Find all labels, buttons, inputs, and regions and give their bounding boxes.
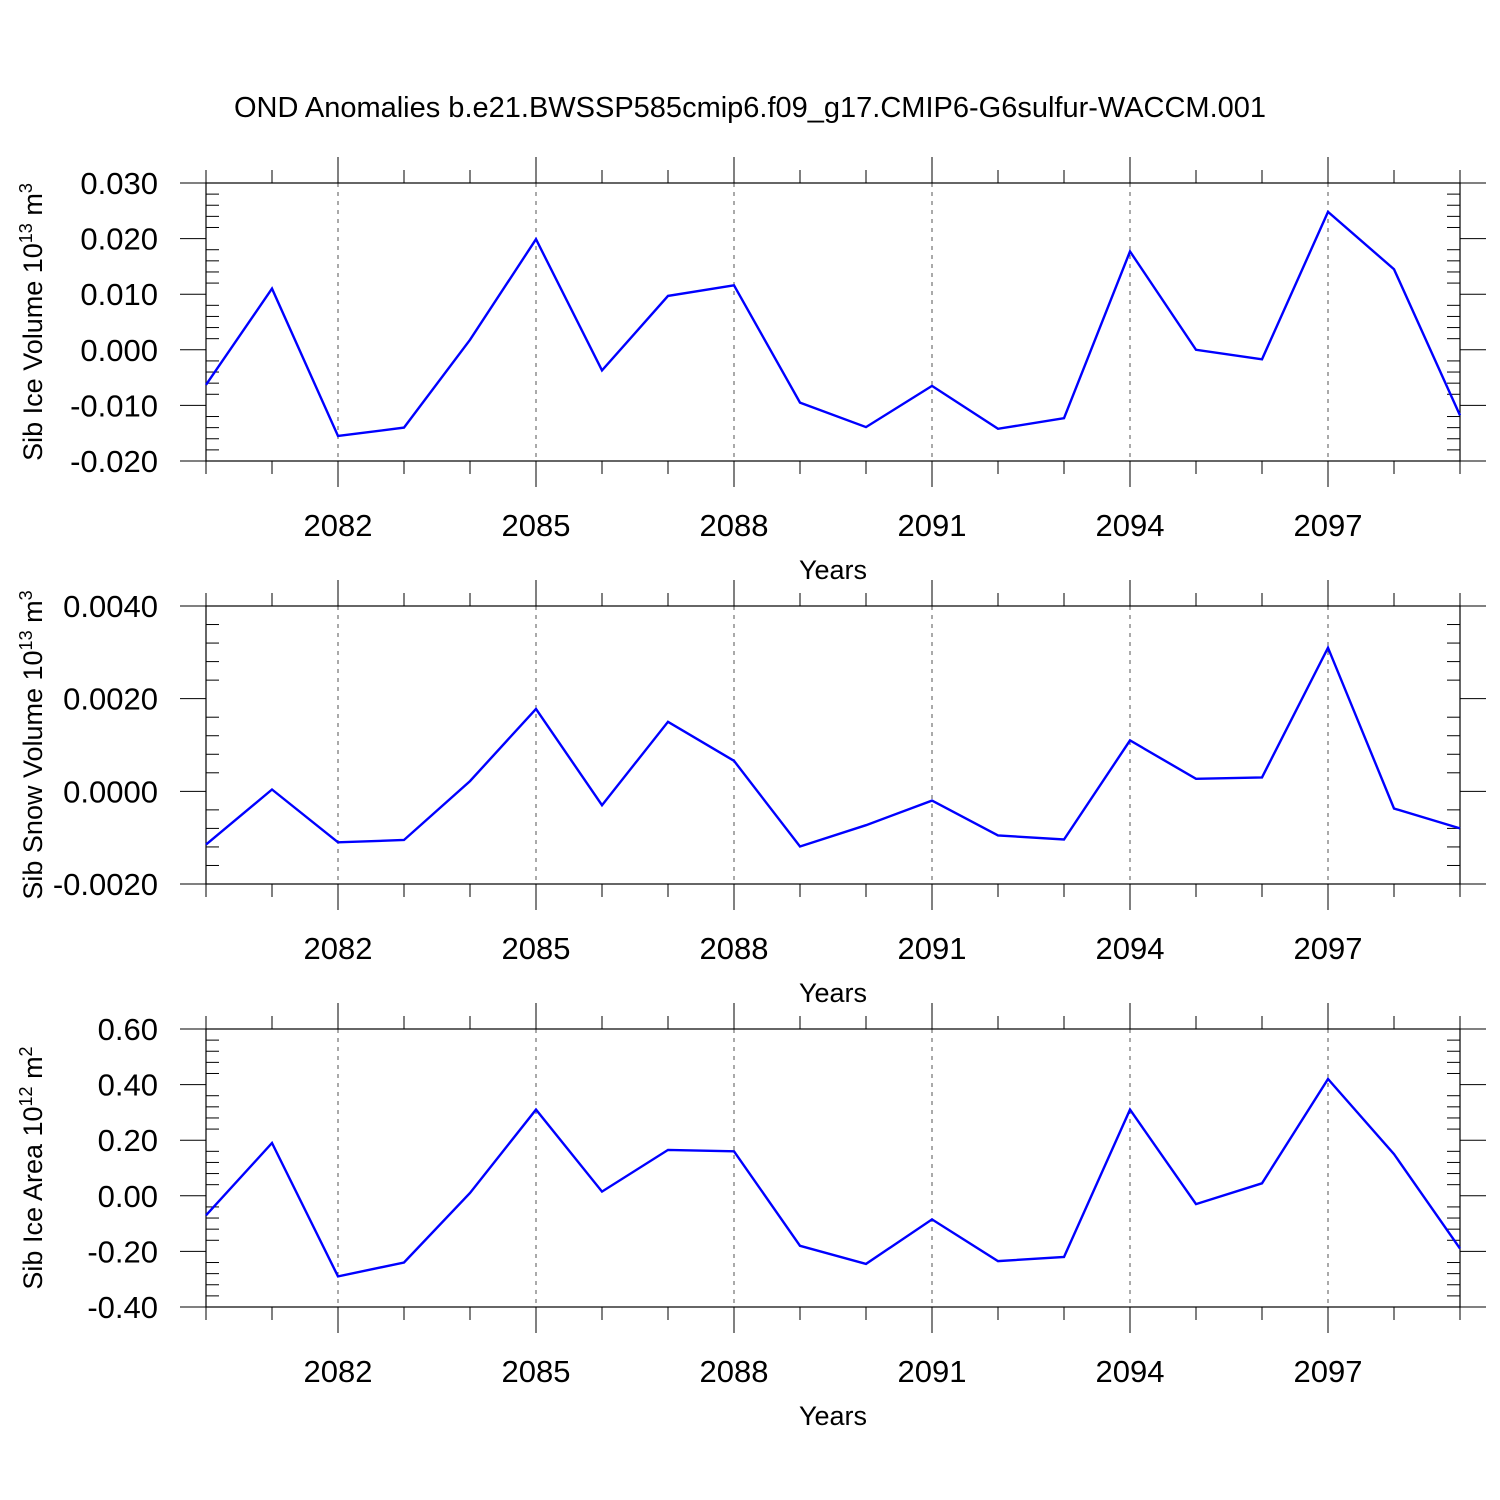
y-tick-label: 0.030: [80, 166, 158, 201]
y-tick-label: 0.000: [80, 333, 158, 368]
x-tick-label: 2094: [1096, 1354, 1165, 1389]
x-tick-label: 2091: [898, 508, 967, 543]
x-tick-label: 2094: [1096, 931, 1165, 966]
y-tick-label: 0.010: [80, 277, 158, 312]
plot-frame: [205, 605, 1461, 885]
x-tick-label: 2088: [700, 508, 769, 543]
series-line: [205, 1077, 1461, 1278]
y-tick-label: 0.0020: [63, 682, 158, 717]
y-axis-label: Sib Ice Volume 1013 m3: [16, 183, 48, 461]
y-axis-label: Sib Ice Area 1012 m2: [16, 1046, 48, 1289]
y-tick-label: -0.020: [70, 444, 158, 479]
x-tick-label: 2088: [700, 931, 769, 966]
figure-title: OND Anomalies b.e21.BWSSP585cmip6.f09_g1…: [233, 92, 1267, 124]
x-tick-label: 2082: [304, 508, 373, 543]
y-tick-label: -0.010: [70, 388, 158, 423]
chart-panel-2: -0.0020 0.0000 0.0020 0.0040 2082 2085 2088 209…: [16, 580, 1486, 1008]
y-tick-label: 0.20: [98, 1123, 158, 1158]
plot-frame: [205, 182, 1461, 462]
x-tick-label: 2097: [1294, 1354, 1363, 1389]
y-tick-label: 0.40: [98, 1068, 158, 1103]
chart-panel-3: -0.40 -0.20 0.00 0.20 0.40 0.60 2082 2085 2088 20…: [16, 1003, 1486, 1431]
x-tick-label: 2082: [304, 931, 373, 966]
x-tick-label: 2085: [502, 508, 571, 543]
y-axis-label: Sib Snow Volume 1013 m3: [16, 590, 48, 899]
x-tick-label: 2097: [1294, 931, 1363, 966]
x-tick-label: 2094: [1096, 508, 1165, 543]
series-line: [205, 644, 1461, 848]
chart-panel-1: -0.020 -0.010 0.000 0.010 0.020 0.030 2082 2085…: [16, 157, 1486, 585]
x-tick-label: 2097: [1294, 508, 1363, 543]
y-tick-label: 0.60: [98, 1012, 158, 1047]
x-tick-label: 2091: [898, 931, 967, 966]
series-line: [205, 209, 1462, 438]
y-tick-label: 0.0000: [63, 774, 158, 809]
x-tick-label: 2085: [502, 931, 571, 966]
x-tick-label: 2091: [898, 1354, 967, 1389]
y-tick-label: -0.40: [87, 1290, 158, 1325]
x-axis-label: Years: [799, 978, 867, 1008]
y-tick-label: -0.20: [87, 1234, 158, 1269]
plot-frame: [205, 1028, 1461, 1308]
x-tick-label: 2085: [502, 1354, 571, 1389]
y-tick-label: 0.020: [80, 222, 158, 257]
y-tick-label: -0.0020: [53, 867, 158, 902]
x-tick-label: 2082: [304, 1354, 373, 1389]
y-tick-label: 0.0040: [63, 589, 158, 624]
x-axis-label: Years: [799, 1401, 867, 1431]
x-tick-label: 2088: [700, 1354, 769, 1389]
x-axis-label: Years: [799, 555, 867, 585]
y-tick-label: 0.00: [98, 1179, 158, 1214]
